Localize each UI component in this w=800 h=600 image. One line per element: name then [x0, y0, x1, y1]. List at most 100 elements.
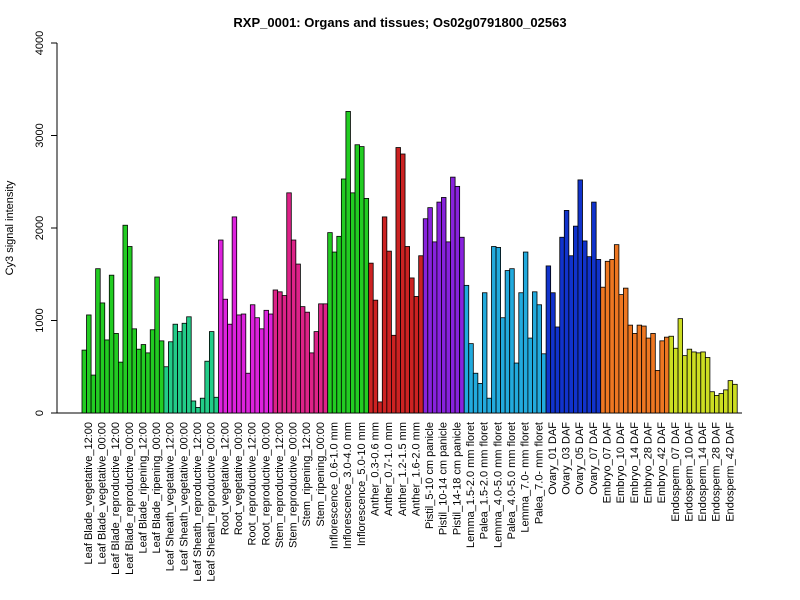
- x-tick-label: Ovary_07 DAF: [588, 422, 600, 495]
- bar: [732, 383, 738, 414]
- bar: [222, 298, 229, 414]
- x-tick-label: Endosperm_28 DAF: [711, 422, 723, 522]
- y-tick-label: 3000: [34, 123, 46, 147]
- bar: [190, 400, 197, 414]
- bar: [377, 401, 383, 414]
- bar: [245, 372, 251, 414]
- bar: [363, 197, 370, 414]
- bar: [236, 314, 242, 414]
- x-tick-label: Palea_4.0-5.0 mm floret: [506, 422, 518, 539]
- bar: [545, 265, 552, 414]
- bar: [168, 341, 174, 414]
- x-tick-label: Embryo_42 DAF: [656, 422, 668, 504]
- bar: [664, 336, 670, 414]
- bar: [218, 239, 224, 414]
- bar: [104, 339, 110, 414]
- bar: [727, 380, 734, 414]
- bar: [122, 224, 128, 414]
- bar: [532, 291, 538, 414]
- bar: [81, 349, 87, 414]
- x-tick-label: Endosperm_07 DAF: [670, 422, 682, 522]
- bar: [400, 153, 406, 414]
- bar: [500, 317, 506, 414]
- x-tick-label: Anther_0.7-1.0 mm: [383, 422, 395, 516]
- bar: [650, 333, 656, 414]
- x-tick-label: Leaf Blade_ripening_00:00: [151, 422, 163, 554]
- x-tick-label: Root_vegetative_12:00: [219, 422, 231, 535]
- x-tick-label: Lemma_4.0-5.0 mm floret: [492, 422, 504, 548]
- x-tick-label: Endosperm_42 DAF: [724, 422, 736, 522]
- bar: [118, 361, 124, 414]
- bar: [113, 333, 119, 414]
- x-tick-label: Palea_1.5-2.0 mm floret: [479, 422, 491, 539]
- bar: [413, 296, 420, 414]
- bar: [700, 351, 706, 414]
- bar: [127, 246, 133, 414]
- x-tick-label: Leaf Sheath_vegetative_00:00: [178, 422, 190, 571]
- bar: [249, 304, 256, 414]
- x-tick-label: Stem_ripening_12:00: [301, 422, 313, 527]
- bar: [372, 299, 379, 414]
- y-tick-label: 0: [34, 410, 46, 416]
- bar: [491, 246, 497, 414]
- bar: [550, 292, 556, 414]
- y-tick-label: 4000: [34, 31, 46, 55]
- bar: [509, 268, 515, 414]
- x-tick-label: Inflorescence_0.6-1.0 mm: [329, 422, 341, 549]
- bar: [723, 389, 729, 414]
- bar: [354, 144, 360, 414]
- bar: [536, 304, 542, 414]
- bar: [231, 216, 238, 414]
- chart-title: RXP_0001: Organs and tissues; Os02g07918…: [233, 15, 566, 30]
- x-tick-label: Anther_1.6-2.0 mm: [410, 422, 422, 516]
- bar: [677, 318, 683, 414]
- x-tick-label: Stem_ripening_00:00: [315, 422, 327, 527]
- bar: [240, 313, 247, 414]
- bar: [227, 323, 233, 414]
- bar: [281, 295, 288, 414]
- x-tick-label: Embryo_14 DAF: [629, 422, 641, 504]
- bar: [609, 259, 615, 414]
- bar: [149, 329, 156, 414]
- bar: [522, 251, 529, 414]
- x-tick-label: Stem_reproductive_12:00: [274, 422, 286, 548]
- bar: [568, 255, 574, 414]
- x-tick-label: Embryo_07 DAF: [602, 422, 614, 504]
- bar: [504, 270, 511, 414]
- bar: [632, 333, 638, 414]
- bar: [477, 382, 483, 414]
- y-axis: 0 1000 2000 3000 4000: [34, 31, 58, 416]
- bar: [259, 328, 265, 414]
- x-tick-label: Leaf Blade_vegetative_00:00: [96, 422, 108, 565]
- x-tick-label: Endosperm_10 DAF: [683, 422, 695, 522]
- bar: [350, 192, 356, 414]
- bar: [263, 309, 269, 414]
- bar: [386, 250, 392, 414]
- bar: [422, 218, 429, 414]
- x-tick-label: Leaf Sheath_reproductive_00:00: [206, 422, 218, 582]
- bar: [172, 323, 178, 414]
- bar: [604, 260, 611, 414]
- bar: [318, 303, 324, 414]
- x-tick-label: Leaf Blade_reproductive_12:00: [110, 422, 122, 575]
- bar: [199, 397, 206, 414]
- bar: [181, 322, 188, 414]
- bar: [673, 347, 679, 414]
- bar: [454, 185, 461, 414]
- bar: [668, 335, 674, 414]
- bars: [81, 111, 738, 414]
- x-tick-label: Leaf Sheath_reproductive_12:00: [192, 422, 204, 582]
- bar: [368, 262, 374, 414]
- x-tick-label: Ovary_01 DAF: [547, 422, 559, 495]
- bar: [95, 268, 101, 414]
- bar: [340, 178, 347, 414]
- bar: [309, 352, 315, 414]
- x-tick-label: Root_vegetative_00:00: [233, 422, 245, 535]
- bar: [140, 344, 147, 414]
- bar: [299, 306, 306, 414]
- bar: [313, 331, 319, 414]
- x-tick-label: Lemma_7.0- mm floret: [520, 422, 532, 533]
- x-tick-label: Pistil_5-10 cm panicle: [424, 422, 436, 529]
- bar: [445, 241, 451, 414]
